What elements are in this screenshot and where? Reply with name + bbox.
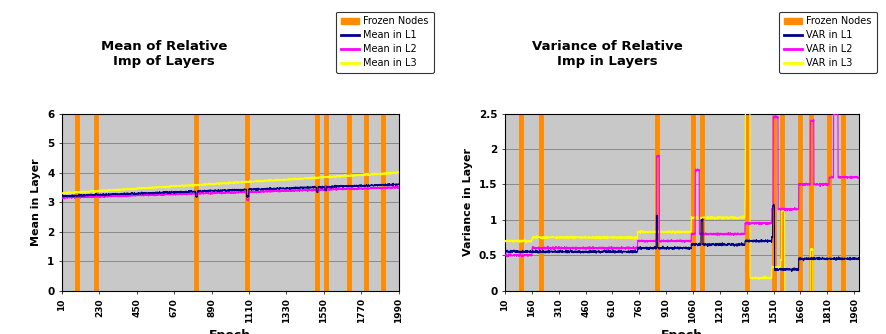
Y-axis label: Variance in Layer: Variance in Layer bbox=[463, 148, 473, 256]
Text: Mean of Relative
Imp of Layers: Mean of Relative Imp of Layers bbox=[101, 40, 227, 68]
Legend: Frozen Nodes, Mean in L1, Mean in L2, Mean in L3: Frozen Nodes, Mean in L1, Mean in L2, Me… bbox=[337, 12, 434, 73]
Legend: Frozen Nodes, VAR in L1, VAR in L2, VAR in L3: Frozen Nodes, VAR in L1, VAR in L2, VAR … bbox=[780, 12, 877, 73]
Y-axis label: Mean in Layer: Mean in Layer bbox=[31, 158, 42, 246]
Text: Variance of Relative
Imp in Layers: Variance of Relative Imp in Layers bbox=[532, 40, 682, 68]
X-axis label: Epoch: Epoch bbox=[209, 329, 252, 334]
X-axis label: Epoch: Epoch bbox=[661, 329, 703, 334]
